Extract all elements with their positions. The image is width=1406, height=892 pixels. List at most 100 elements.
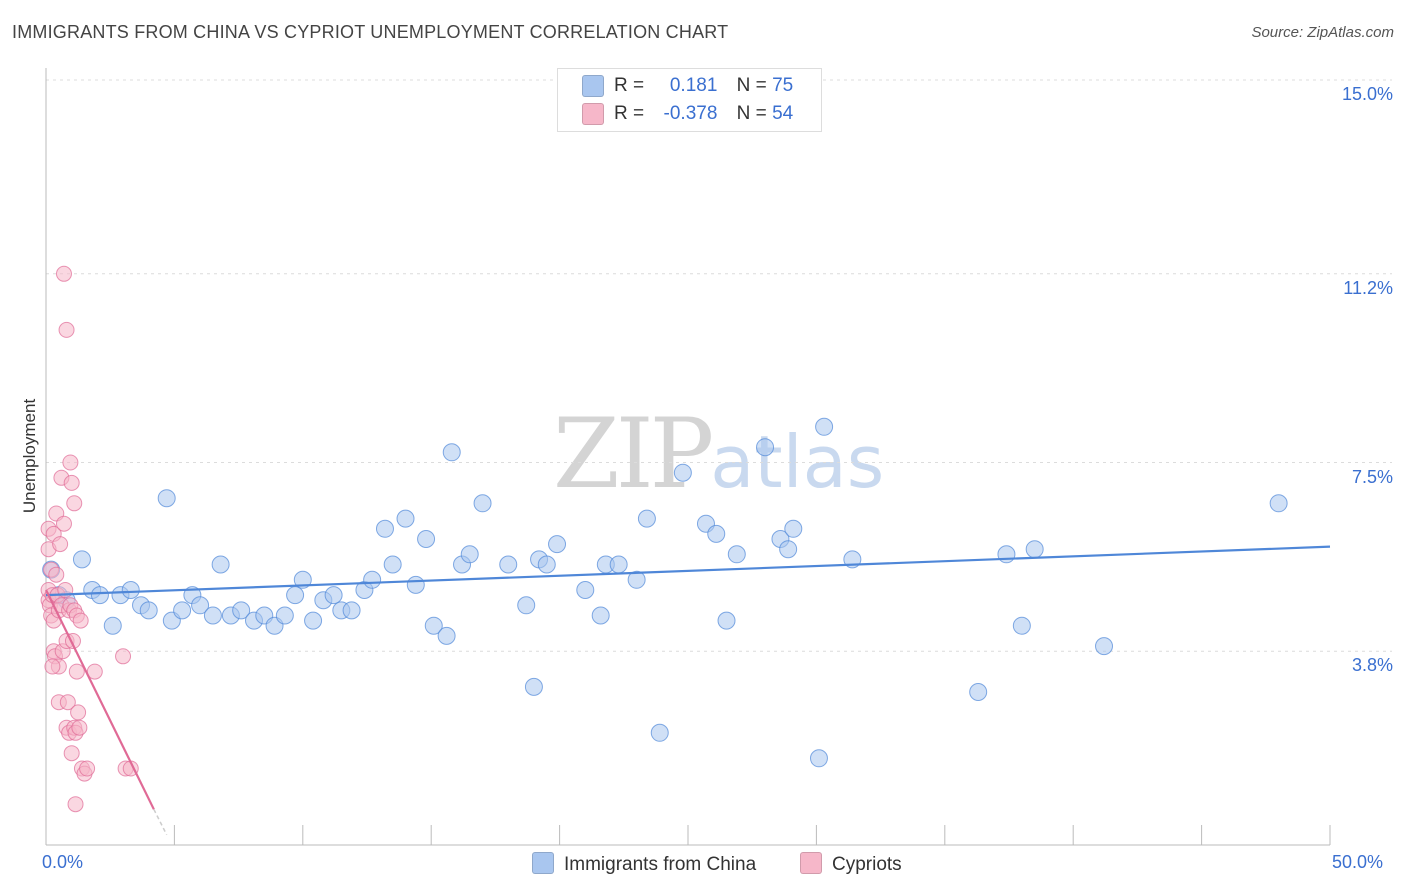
china-point: [591, 606, 610, 625]
legend-swatch-china: [582, 75, 604, 97]
legend-n-label: N =: [736, 103, 767, 125]
axes: [45, 68, 1331, 846]
legend-r-value-china: 0.181: [669, 75, 718, 97]
legend-r-value-cypriots: -0.378: [663, 103, 718, 125]
china-point: [90, 586, 109, 605]
china-point: [424, 616, 443, 635]
cypriot-point: [115, 648, 132, 665]
china-point: [383, 555, 402, 574]
china-point: [637, 509, 656, 528]
watermark-zip: ZIP: [553, 398, 714, 510]
cypriot-point: [52, 536, 69, 553]
cypriot-point: [62, 454, 79, 471]
watermark: ZIPatlas: [553, 398, 884, 510]
cypriot-point: [55, 515, 72, 532]
bottom-legend-swatch-china: [532, 852, 554, 874]
x-tick-label-max: 50.0%: [1332, 852, 1384, 872]
china-point: [537, 555, 556, 574]
cypriot-point: [72, 612, 89, 629]
china-point: [211, 555, 230, 574]
china-point: [191, 596, 210, 615]
china-point: [375, 519, 394, 538]
grid-lines: [46, 79, 1392, 652]
y-tick-label: 7.5%: [1351, 466, 1393, 487]
legend-r-label: R =: [614, 103, 645, 125]
china-point: [1269, 494, 1288, 513]
cypriot-trend-line: [45, 589, 155, 810]
china-point: [524, 677, 543, 696]
legend-n-value-china: 75: [772, 75, 794, 97]
china-point: [324, 586, 343, 605]
china-point: [293, 570, 312, 589]
cypriot-point: [59, 694, 76, 711]
china-trend-line: [45, 545, 1331, 597]
china-point: [997, 545, 1016, 564]
china-point: [72, 550, 91, 569]
data-points: [40, 265, 1288, 813]
cypriot-point: [44, 658, 61, 675]
china-point: [304, 611, 323, 630]
chart-title: IMMIGRANTS FROM CHINA VS CYPRIOT UNEMPLO…: [12, 22, 729, 42]
china-point: [103, 616, 122, 635]
china-point: [437, 626, 456, 645]
bottom-legend-china: Immigrants from China: [532, 852, 756, 876]
china-point: [779, 540, 798, 559]
bottom-legend-label-cypriots: Cypriots: [832, 854, 902, 875]
china-point: [809, 749, 828, 768]
cypriot-point: [70, 704, 87, 721]
china-point: [442, 443, 461, 462]
cypriot-trend-extension: [153, 808, 168, 836]
china-point: [673, 463, 692, 482]
china-point: [517, 596, 536, 615]
bottom-legend-label-china: Immigrants from China: [564, 854, 757, 875]
china-point: [548, 535, 567, 554]
china-point: [499, 555, 518, 574]
legend-row-cypriots: R = -0.378 N = 54: [582, 103, 793, 127]
china-point: [784, 519, 803, 538]
china-point: [232, 601, 251, 620]
cypriot-point: [63, 745, 80, 762]
china-point: [1012, 616, 1031, 635]
legend-n-label: N =: [736, 75, 767, 97]
china-point: [157, 489, 176, 508]
china-point: [286, 586, 305, 605]
china-point: [406, 575, 425, 594]
bottom-legend-cypriots: Cypriots: [800, 852, 902, 876]
china-point: [1025, 540, 1044, 559]
china-point: [609, 555, 628, 574]
china-point: [275, 606, 294, 625]
china-point: [342, 601, 361, 620]
china-point: [121, 581, 140, 599]
china-point: [173, 601, 192, 620]
china-point: [139, 601, 158, 620]
series-china: [42, 417, 1288, 768]
cypriot-point: [67, 796, 84, 813]
bottom-legend-swatch-cypriots: [800, 852, 822, 874]
cypriot-point: [48, 566, 65, 583]
china-point: [473, 494, 492, 513]
cypriot-point: [63, 474, 80, 491]
china-point: [396, 509, 415, 528]
china-point: [627, 570, 646, 589]
source-label: Source: ZipAtlas.com: [1251, 24, 1394, 41]
china-point: [727, 545, 746, 564]
trend-lines: [45, 545, 1331, 836]
china-point: [969, 683, 988, 701]
cypriot-point: [68, 663, 85, 680]
china-point: [576, 581, 595, 599]
china-point: [650, 723, 669, 742]
china-point: [203, 606, 222, 625]
legend-row-china: R = 0.181 N = 75: [582, 75, 793, 99]
cypriot-point: [79, 760, 96, 777]
china-point: [707, 524, 726, 543]
china-point: [1095, 637, 1114, 656]
legend-swatch-cypriots: [582, 103, 604, 125]
y-tick-label: 3.8%: [1351, 655, 1393, 676]
cypriot-point: [66, 495, 83, 512]
china-point: [815, 417, 834, 436]
china-point: [363, 570, 382, 589]
x-tick-label-min: 0.0%: [42, 852, 84, 872]
y-tick-label: 15.0%: [1341, 84, 1393, 104]
china-point: [417, 530, 436, 548]
